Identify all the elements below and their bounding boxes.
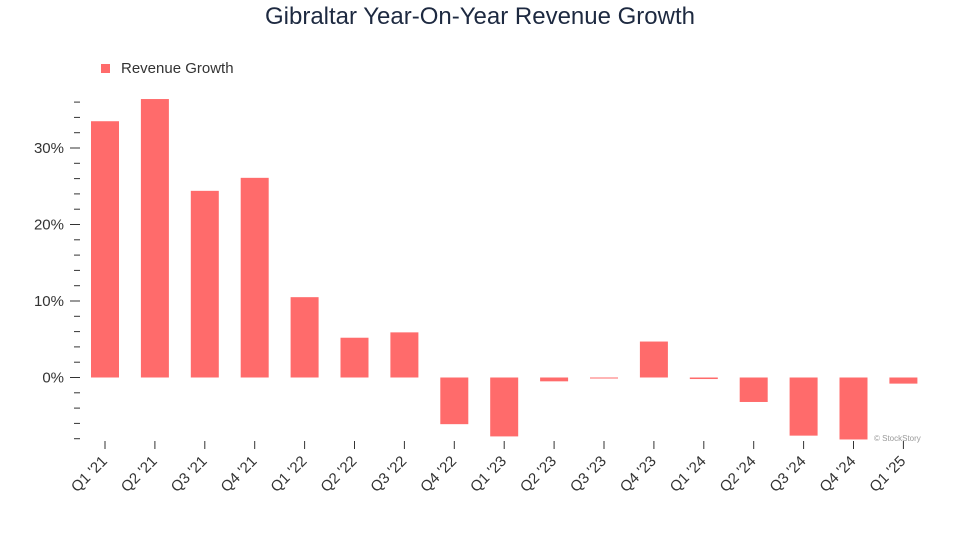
- bar: [590, 377, 618, 379]
- bar: [789, 377, 818, 436]
- x-tick-label: Q3 '24: [766, 453, 809, 496]
- x-tick-label: Q4 '22: [417, 453, 460, 496]
- x-tick-label: Q2 '21: [118, 453, 161, 496]
- bar: [140, 99, 169, 378]
- bar: [390, 332, 419, 378]
- x-tick-label: Q2 '23: [517, 453, 560, 496]
- x-axis: Q1 '21 Q2 '21 Q3 '21 Q4 '21 Q1 '22 Q2 '22 Q3 '…: [68, 441, 909, 496]
- x-tick-label: Q1 '22: [267, 453, 310, 496]
- y-axis: 0% 10% 20% 30%: [34, 140, 80, 387]
- bar: [340, 337, 369, 378]
- bars: [91, 99, 918, 440]
- bar: [440, 377, 469, 425]
- x-tick-label: Q1 '24: [667, 453, 710, 496]
- bar: [240, 177, 269, 378]
- x-tick-label: Q3 '22: [367, 453, 410, 496]
- bar: [889, 377, 918, 384]
- x-tick-label: Q4 '24: [816, 453, 859, 496]
- bar: [290, 297, 319, 378]
- x-tick-label: Q3 '21: [168, 453, 211, 496]
- legend-swatch: [101, 64, 110, 73]
- legend: Revenue Growth: [101, 60, 234, 77]
- x-tick-label: Q4 '21: [218, 453, 261, 496]
- bar: [639, 341, 668, 378]
- x-tick-label: Q4 '23: [617, 453, 660, 496]
- watermark: © StockStory: [874, 434, 921, 443]
- y-tick-label: 0%: [42, 370, 64, 387]
- y-minor-ticks: [74, 101, 80, 440]
- y-tick-label: 10%: [34, 293, 64, 310]
- bar: [739, 377, 768, 402]
- bar: [689, 377, 718, 380]
- legend-label: Revenue Growth: [121, 60, 234, 77]
- bar: [190, 190, 219, 378]
- bar: [839, 377, 868, 440]
- x-tick-label: Q2 '24: [717, 453, 760, 496]
- y-tick-label: 20%: [34, 217, 64, 234]
- x-tick-label: Q1 '21: [68, 453, 111, 496]
- x-tick-label: Q1 '23: [467, 453, 510, 496]
- x-tick-label: Q1 '25: [866, 453, 909, 496]
- bar: [490, 377, 519, 437]
- x-tick-label: Q2 '22: [317, 453, 360, 496]
- bar: [540, 377, 569, 382]
- y-tick-label: 30%: [34, 140, 64, 157]
- x-tick-label: Q3 '23: [567, 453, 610, 496]
- chart-title: Gibraltar Year-On-Year Revenue Growth: [264, 3, 695, 30]
- bar: [91, 121, 119, 378]
